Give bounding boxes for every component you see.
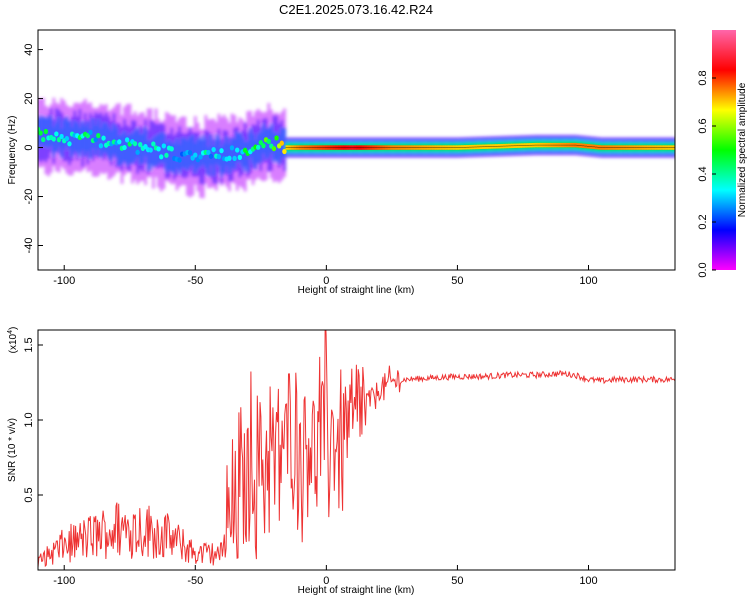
spectrogram-x-tick-label: 50 bbox=[451, 275, 463, 287]
snr-y-tick-label: 1.5 bbox=[23, 337, 35, 352]
snr-x-tick-label: -50 bbox=[187, 575, 203, 587]
colorbar-tick-label: 0.0 bbox=[697, 262, 709, 277]
colorbar-tick-label: 0.6 bbox=[697, 118, 709, 133]
colorbar-label: Normalized spectral amplitude bbox=[737, 82, 748, 217]
snr-y-axis-label: SNR (10 * v/v) bbox=[7, 418, 18, 482]
spectrogram-x-ticks: -100 -50 0 50 100 bbox=[53, 265, 598, 287]
snr-y-tick-label: 0.5 bbox=[23, 487, 35, 502]
snr-x-tick-label: 0 bbox=[323, 575, 329, 587]
spectrogram-panel: -100 -50 0 50 100 -40 -20 0 20 40 Height of stra… bbox=[7, 29, 676, 296]
snr-y-scale-label: (x104) bbox=[7, 327, 19, 354]
figure-title: C2E1.2025.073.16.42.R24 bbox=[279, 2, 433, 17]
snr-series-line bbox=[38, 330, 675, 568]
spectrogram-x-tick-label: 100 bbox=[579, 275, 597, 287]
snr-x-tick-label: 50 bbox=[451, 575, 463, 587]
colorbar-gradient bbox=[712, 30, 736, 270]
snr-x-tick-label: 100 bbox=[579, 575, 597, 587]
colorbar-tick-label: 0.8 bbox=[697, 70, 709, 85]
snr-x-tick-label: -100 bbox=[53, 575, 75, 587]
colorbar: 0.0 0.2 0.4 0.6 0.8 Normalized spectral ampl… bbox=[697, 30, 748, 278]
heatmap-core bbox=[38, 126, 675, 163]
spectrogram-x-tick-label: -50 bbox=[187, 275, 203, 287]
spectrogram-y-tick-label: -40 bbox=[23, 238, 35, 254]
spectrogram-x-tick-label: -100 bbox=[53, 275, 75, 287]
snr-y-tick-label: 1.0 bbox=[23, 412, 35, 427]
spectrogram-x-axis-label: Height of straight line (km) bbox=[298, 285, 415, 296]
colorbar-tick-label: 0.4 bbox=[697, 166, 709, 181]
snr-frame bbox=[37, 329, 676, 571]
colorbar-tick-label: 0.2 bbox=[697, 214, 709, 229]
spectrogram-y-tick-label: 20 bbox=[23, 92, 35, 104]
colorbar-ticks: 0.0 0.2 0.4 0.6 0.8 bbox=[697, 70, 716, 278]
spectrogram-x-tick-label: 0 bbox=[323, 275, 329, 287]
spectrogram-y-tick-label: 40 bbox=[23, 43, 35, 55]
spectrogram-frame bbox=[37, 29, 676, 271]
spectrogram-y-axis-label: Frequency (Hz) bbox=[7, 116, 18, 185]
snr-x-ticks: -100 -50 0 50 100 bbox=[53, 565, 598, 587]
snr-y-ticks: 0.5 1.0 1.5 bbox=[23, 337, 43, 503]
snr-x-axis-label: Height of straight line (km) bbox=[298, 585, 415, 596]
spectrogram-heatmap bbox=[38, 97, 675, 199]
spectrogram-y-tick-label: -20 bbox=[23, 189, 35, 205]
spectrogram-y-tick-label: 0 bbox=[23, 144, 35, 150]
spectrogram-y-ticks: -40 -20 0 20 40 bbox=[23, 43, 43, 253]
snr-panel: -100 -50 0 50 100 0.5 1.0 1.5 Height of straig… bbox=[7, 327, 676, 596]
